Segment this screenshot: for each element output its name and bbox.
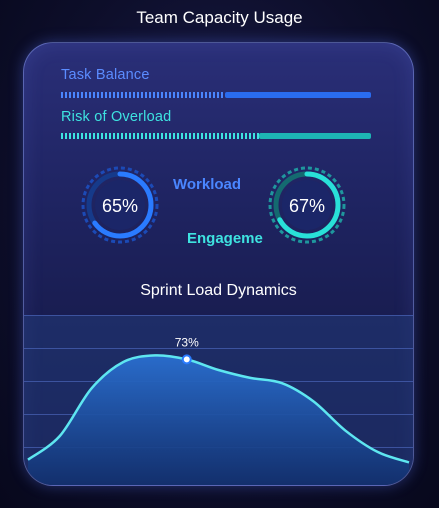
workload-value: 65% <box>102 196 138 216</box>
capacity-card: Task Balance Risk of Overload 65% Worklo… <box>23 42 414 486</box>
workload-gauge: 65% <box>81 166 159 244</box>
area-line <box>27 354 410 464</box>
sprint-load-chart: 73% <box>24 315 413 485</box>
area-fill <box>28 355 409 485</box>
chart-title: Sprint Load Dynamics <box>140 282 297 299</box>
engagement-value: 67% <box>289 196 325 216</box>
risk-of-overload-label: Risk of Overload <box>61 109 172 125</box>
highlight-point <box>181 354 192 365</box>
engagement-gauge: 67% <box>268 166 346 244</box>
page-title: Team Capacity Usage <box>136 8 303 27</box>
workload-label: Workload <box>173 176 242 193</box>
task-balance-label: Task Balance <box>61 67 150 83</box>
highlight-label: 73% <box>175 335 199 349</box>
engagement-label: Engageme <box>187 230 263 247</box>
